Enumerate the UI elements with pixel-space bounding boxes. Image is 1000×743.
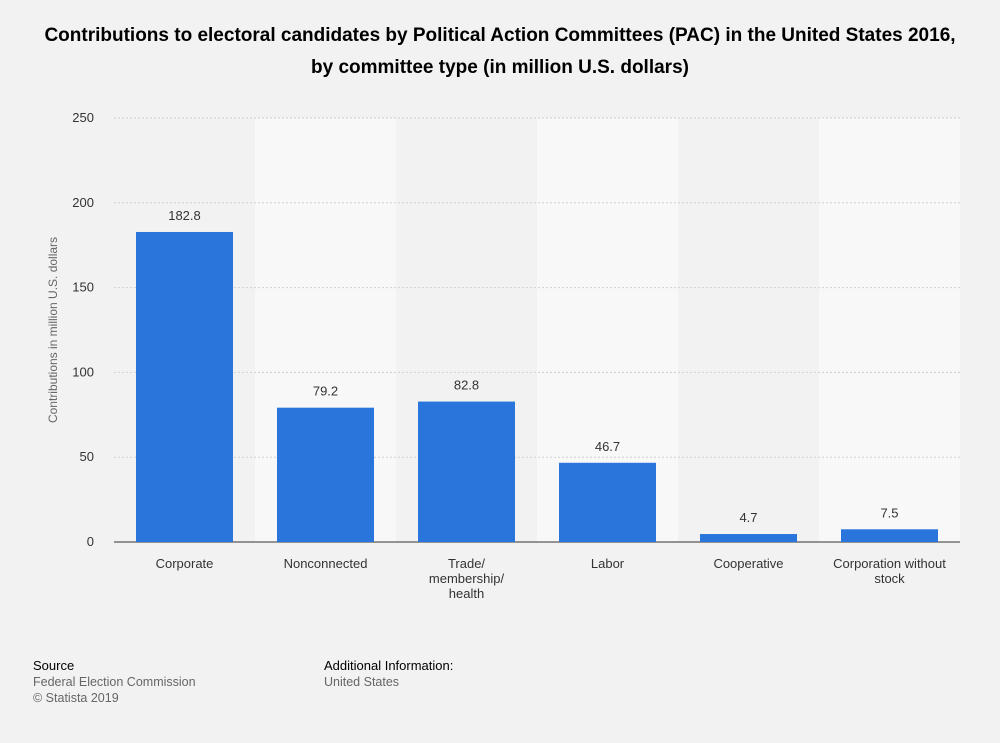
bar[interactable] — [418, 401, 515, 542]
y-tick-label: 250 — [72, 110, 94, 125]
x-tick-label: Nonconnected — [284, 556, 368, 571]
category-band — [678, 118, 819, 542]
bar-value-label: 4.7 — [739, 510, 757, 525]
category-band — [819, 118, 960, 542]
y-tick-label: 0 — [87, 534, 94, 549]
x-tick-label: Corporate — [156, 556, 214, 571]
bar[interactable] — [700, 534, 797, 542]
source-label: Source — [33, 658, 75, 673]
y-tick-label: 50 — [80, 449, 94, 464]
y-tick-label: 200 — [72, 195, 94, 210]
bar[interactable] — [841, 529, 938, 542]
x-tick-label: Corporation without stock — [833, 556, 946, 586]
bar-value-label: 7.5 — [880, 505, 898, 520]
x-tick-label: Trade/membership/health — [429, 556, 505, 601]
bar[interactable] — [559, 462, 656, 542]
bar-value-label: 46.7 — [595, 439, 620, 454]
y-axis-label: Contributions in million U.S. dollars — [46, 237, 60, 423]
copyright-line: © Statista 2019 — [33, 691, 119, 705]
source-block: Source Federal Election Commission © Sta… — [33, 658, 196, 706]
x-tick-label: Labor — [591, 556, 625, 571]
additional-info-block: Additional Information: United States — [324, 658, 453, 690]
bar[interactable] — [136, 231, 233, 543]
x-tick-label: Cooperative — [713, 556, 783, 571]
bar-value-label: 182.8 — [168, 208, 201, 223]
bar[interactable] — [277, 407, 374, 542]
bar-value-label: 79.2 — [313, 384, 338, 399]
source-line[interactable]: Federal Election Commission — [33, 675, 196, 689]
chart-title: Contributions to electoral candidates by… — [44, 25, 956, 78]
additional-info-line: United States — [324, 675, 400, 689]
additional-info-label: Additional Information: — [324, 658, 454, 673]
y-tick-label: 100 — [72, 364, 94, 379]
bar-value-label: 82.8 — [454, 378, 479, 393]
y-tick-label: 150 — [72, 280, 94, 295]
